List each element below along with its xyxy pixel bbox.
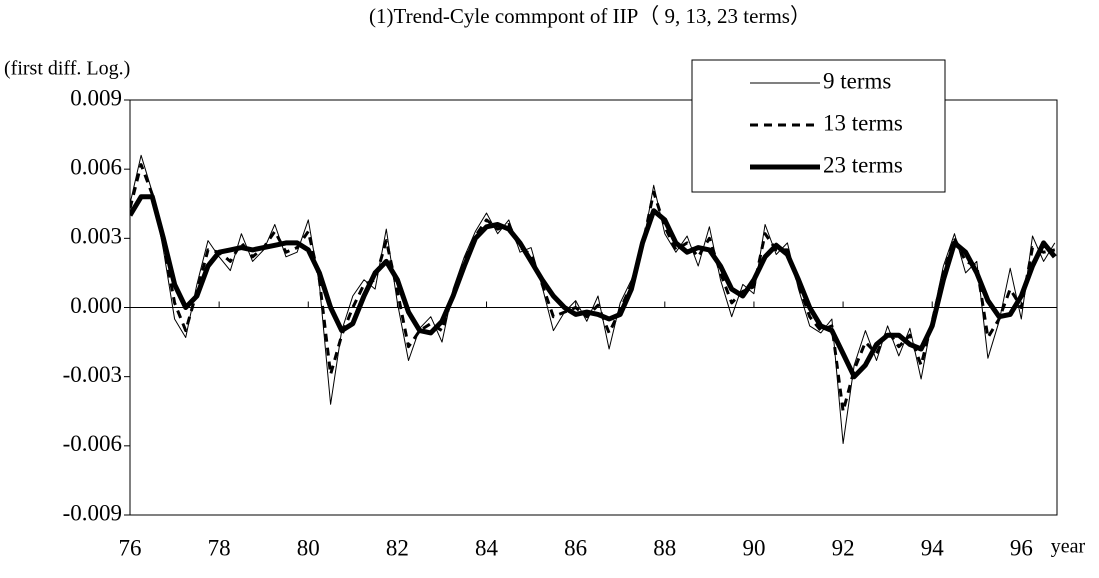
x-tick-label: 80 bbox=[297, 535, 320, 560]
legend-label: 13 terms bbox=[823, 110, 903, 135]
series-line bbox=[130, 154, 1056, 444]
x-tick-label: 78 bbox=[208, 535, 231, 560]
x-tick-label: 96 bbox=[1010, 535, 1033, 560]
series-line bbox=[130, 194, 1057, 380]
y-tick-label: 0.009 bbox=[70, 85, 122, 110]
legend-label: 23 terms bbox=[823, 152, 903, 177]
y-tick-label: -0.006 bbox=[63, 431, 122, 456]
x-tick-label: 94 bbox=[921, 535, 945, 560]
x-tick-label: 88 bbox=[653, 535, 676, 560]
y-tick-label: 0.003 bbox=[70, 224, 122, 249]
series-line bbox=[130, 163, 1056, 413]
y-tick-label: -0.009 bbox=[63, 500, 122, 525]
x-tick-label: 84 bbox=[475, 535, 499, 560]
y-tick-label: 0.000 bbox=[70, 293, 122, 318]
chart-title: (1)Trend-Cyle commpont of IIP（ 9, 13, 23… bbox=[369, 4, 811, 28]
x-tick-label: 82 bbox=[386, 535, 409, 560]
x-axis-label: year bbox=[1051, 536, 1086, 558]
y-tick-label: 0.006 bbox=[70, 154, 122, 179]
x-tick-label: 76 bbox=[119, 535, 142, 560]
x-tick-label: 90 bbox=[742, 535, 765, 560]
y-axis-label: (first diff. Log.) bbox=[4, 58, 130, 80]
y-tick-label: -0.003 bbox=[63, 362, 122, 387]
legend-box bbox=[691, 59, 946, 193]
x-tick-label: 92 bbox=[832, 535, 855, 560]
x-tick-label: 86 bbox=[564, 535, 587, 560]
legend-label: 9 terms bbox=[823, 68, 891, 93]
